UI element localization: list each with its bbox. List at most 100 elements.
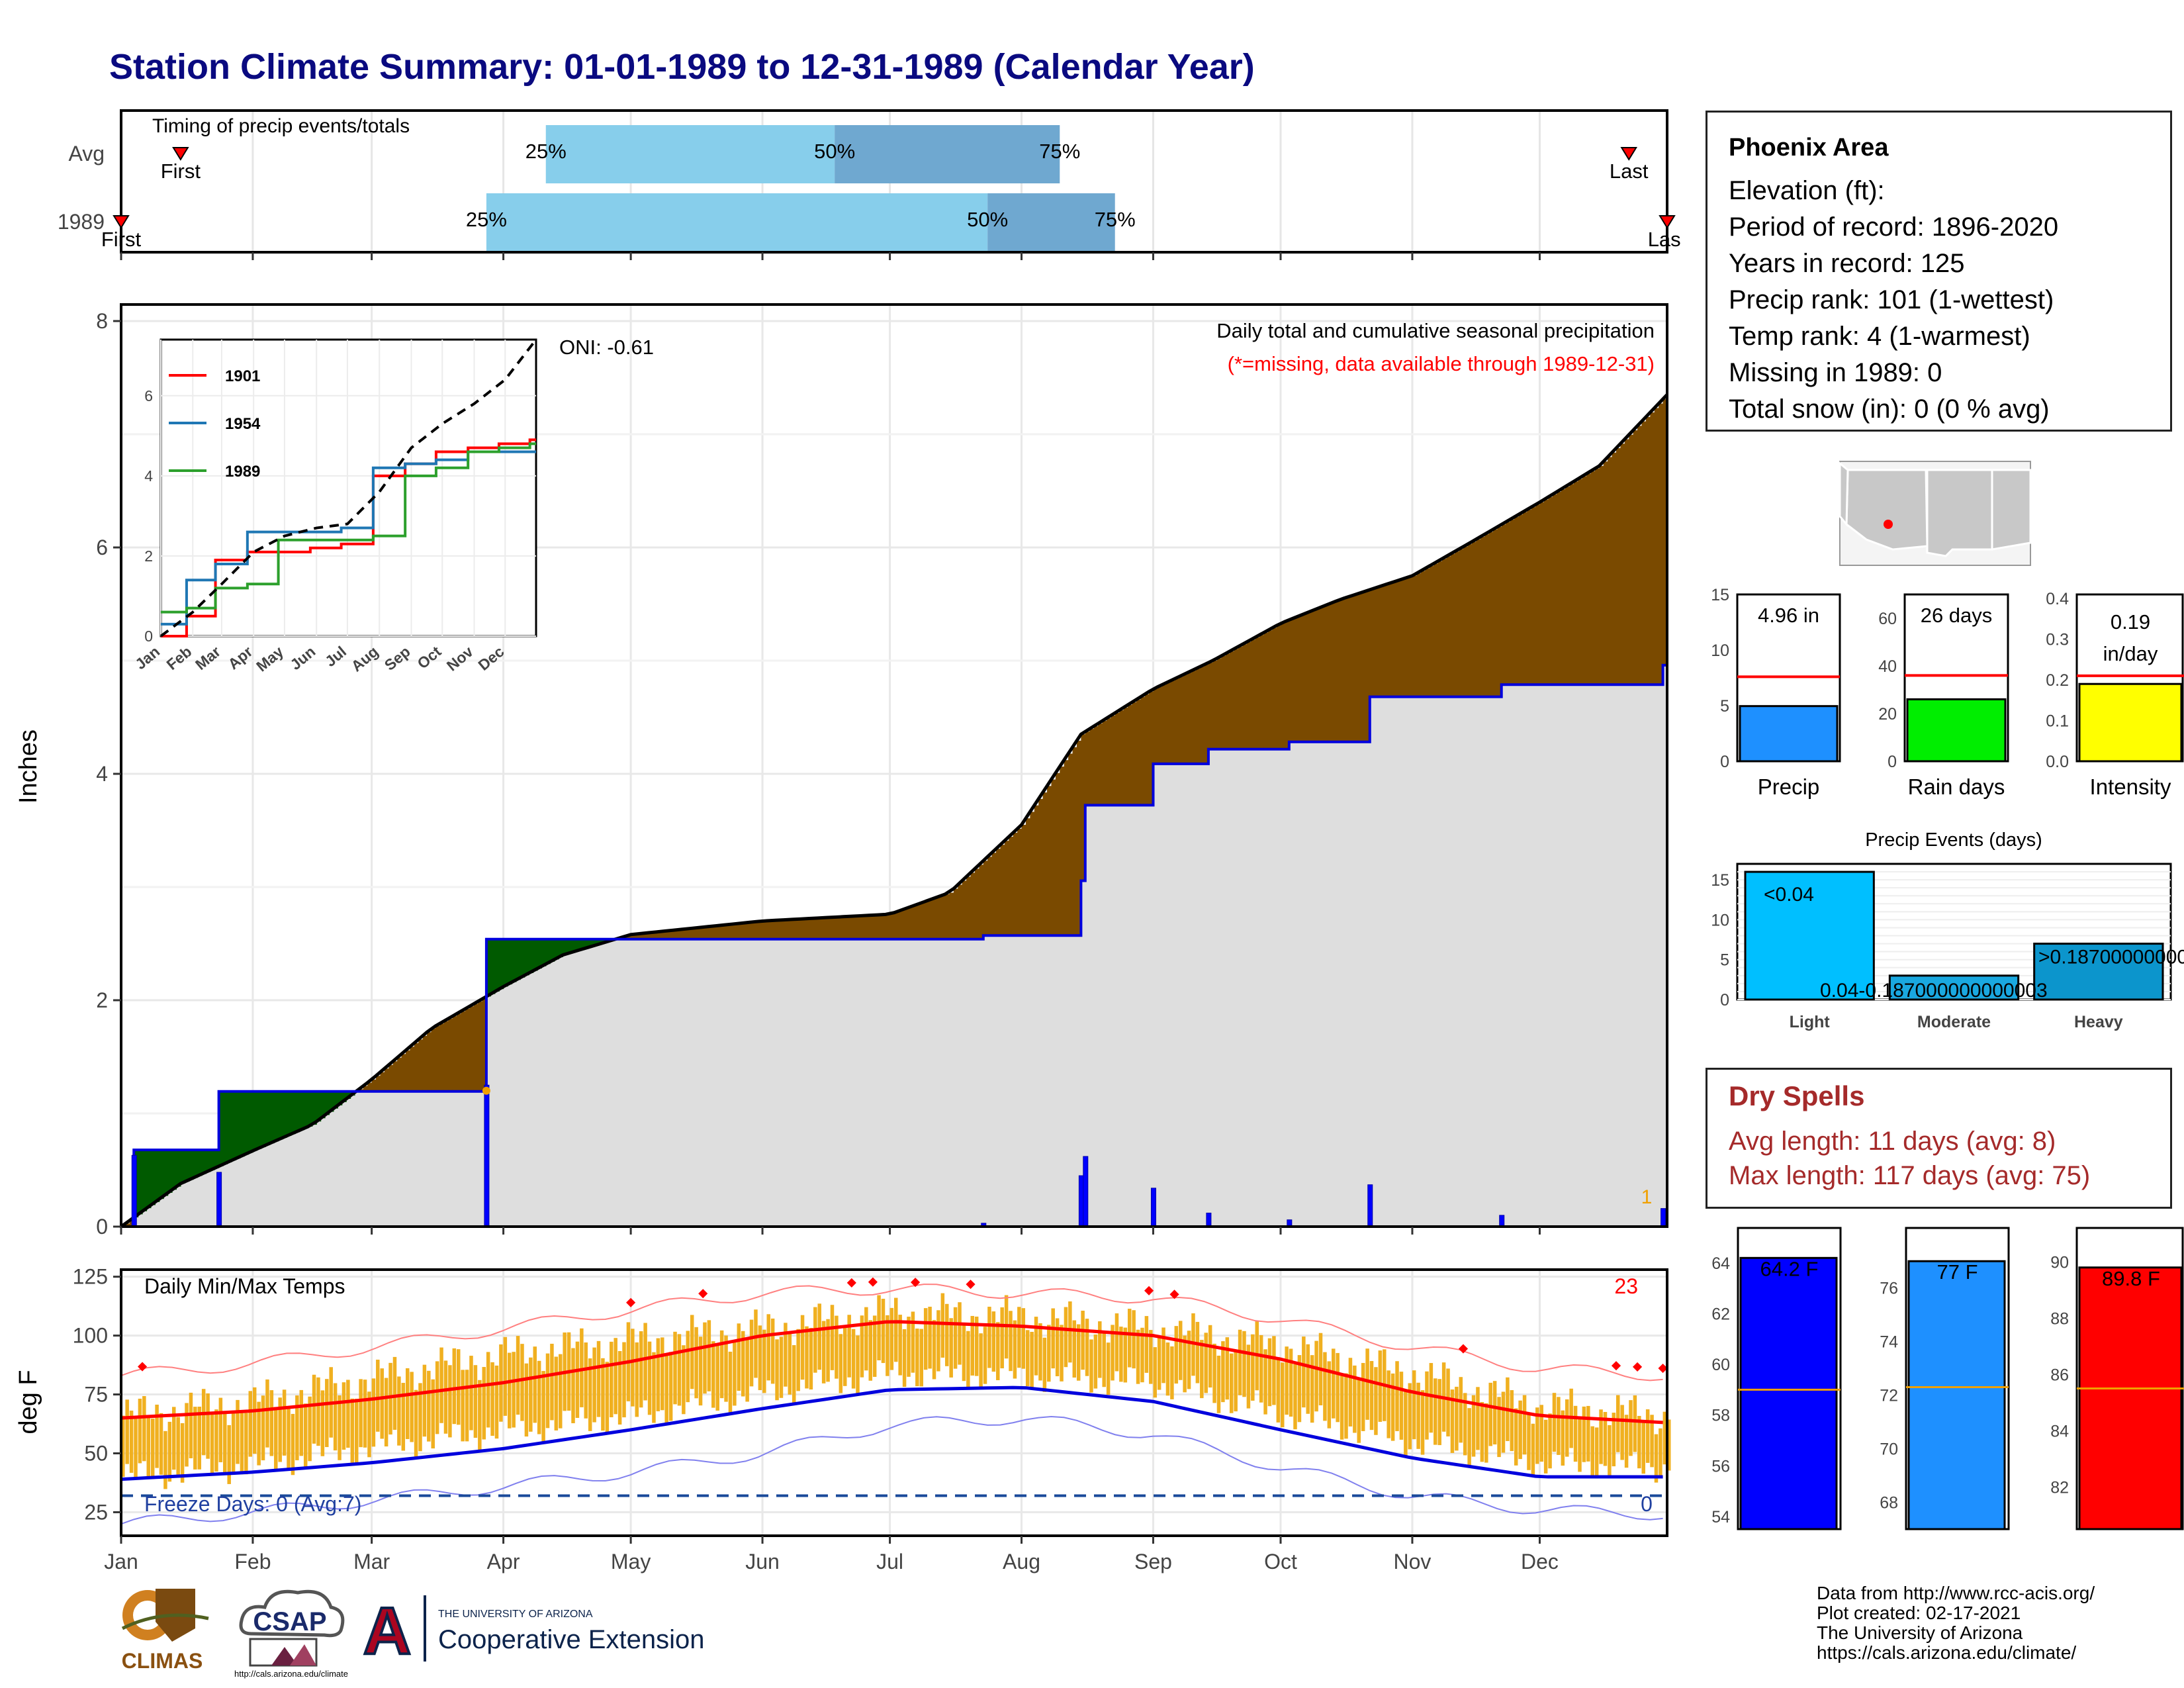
summary-bar-label: Precip bbox=[1758, 774, 1820, 799]
precip-deficit-segment bbox=[1161, 684, 1167, 764]
temp-day-bar bbox=[715, 1345, 719, 1411]
temp-day-bar bbox=[886, 1315, 889, 1376]
temp-day-bar bbox=[889, 1307, 894, 1370]
temp-day-bar bbox=[1590, 1426, 1594, 1478]
temp-day-bar bbox=[915, 1329, 919, 1387]
precip-deficit-segment bbox=[779, 919, 784, 939]
precip-surplus-segment bbox=[338, 1091, 343, 1105]
temp-summary-tick: 84 bbox=[2050, 1422, 2069, 1440]
precip-surplus-segment bbox=[325, 1091, 330, 1115]
temp-day-bar bbox=[647, 1341, 652, 1415]
month-label: Dec bbox=[1521, 1550, 1559, 1573]
temp-day-bar bbox=[1047, 1325, 1051, 1382]
precip-deficit-segment bbox=[1204, 665, 1209, 764]
temp-day-bar bbox=[1620, 1405, 1624, 1460]
temp-day-bar bbox=[265, 1379, 269, 1448]
california-shape bbox=[1839, 461, 1849, 528]
precip-deficit-segment bbox=[928, 900, 933, 939]
temp-day-bar bbox=[1404, 1391, 1408, 1456]
precip-deficit-segment bbox=[1259, 635, 1264, 749]
temp-day-bar bbox=[1051, 1308, 1055, 1369]
precip-deficit-segment bbox=[1480, 536, 1485, 697]
precip-deficit-segment bbox=[1081, 734, 1086, 881]
precip-deficit-segment bbox=[1645, 416, 1651, 685]
temp-day-bar bbox=[129, 1410, 134, 1473]
precip-deficit-segment bbox=[1441, 559, 1447, 697]
temp-day-bar bbox=[788, 1333, 792, 1395]
precip-deficit-segment bbox=[1522, 512, 1527, 685]
precip-deficit-segment bbox=[877, 915, 882, 939]
precip-deficit-segment bbox=[1535, 504, 1541, 685]
precip-deficit-segment bbox=[745, 922, 751, 939]
precip-deficit-segment bbox=[1565, 487, 1570, 685]
precip-deficit-segment bbox=[1034, 805, 1039, 936]
temp-summary-tick: 90 bbox=[2050, 1253, 2069, 1272]
precip-surplus-segment bbox=[172, 1150, 177, 1190]
temp-day-bar bbox=[308, 1396, 312, 1462]
temp-day-bar bbox=[1565, 1399, 1569, 1457]
precip-deficit-segment bbox=[380, 1072, 385, 1092]
temp-day-bar bbox=[1034, 1317, 1038, 1376]
precip-deficit-segment bbox=[1047, 786, 1052, 936]
precip-deficit-segment bbox=[847, 916, 852, 939]
timing-last-label: Last bbox=[1610, 160, 1649, 183]
precip-deficit-segment bbox=[435, 1026, 440, 1092]
precip-deficit-segment bbox=[418, 1039, 424, 1092]
precip-deficit-segment bbox=[970, 872, 976, 939]
precip-y-label: Inches bbox=[15, 729, 42, 804]
precip-deficit-segment bbox=[826, 917, 831, 939]
temp-day-bar bbox=[167, 1421, 172, 1482]
csap-url: http://cals.arizona.edu/climate bbox=[234, 1669, 348, 1679]
precip-deficit-segment bbox=[401, 1054, 406, 1092]
temp-summary-tick: 74 bbox=[1880, 1333, 1898, 1352]
temp-day-bar bbox=[227, 1425, 231, 1484]
month-label: Aug bbox=[1003, 1550, 1040, 1573]
temp-day-bar bbox=[291, 1413, 295, 1476]
temp-day-bar bbox=[401, 1383, 406, 1451]
temp-day-bar bbox=[443, 1360, 448, 1434]
summary-bar-value-text-unit: in/day bbox=[2103, 642, 2158, 665]
temp-ytick-label: 100 bbox=[73, 1324, 108, 1348]
temp-summary-tick: 56 bbox=[1711, 1457, 1730, 1476]
temp-day-bar bbox=[694, 1327, 698, 1399]
precip-deficit-segment bbox=[860, 915, 865, 939]
precip-deficit-segment bbox=[872, 915, 878, 939]
precip-deficit-segment bbox=[1390, 583, 1396, 697]
temp-day-bar bbox=[1246, 1344, 1251, 1409]
temp-summary-bar bbox=[1907, 1260, 2006, 1530]
temp-day-bar bbox=[1365, 1348, 1369, 1420]
precip-deficit-segment bbox=[639, 933, 644, 939]
precip-deficit-segment bbox=[703, 927, 708, 939]
temp-panel-title: Daily Min/Max Temps bbox=[144, 1274, 345, 1298]
precip-deficit-segment bbox=[626, 935, 631, 939]
precip-deficit-segment bbox=[1221, 655, 1226, 749]
precip-surplus-segment bbox=[282, 1091, 287, 1138]
precip-surplus-segment bbox=[316, 1091, 322, 1122]
credit-url: https://cals.arizona.edu/climate/ bbox=[1817, 1642, 2077, 1663]
precip-deficit-segment bbox=[1025, 818, 1030, 936]
timing-bar-year-q3 bbox=[987, 193, 1115, 252]
precip-deficit-segment bbox=[728, 924, 733, 939]
ua-letter: A bbox=[363, 1595, 411, 1662]
precip-deficit-segment bbox=[1463, 546, 1468, 697]
temp-day-bar bbox=[1594, 1427, 1599, 1479]
temp-day-bar bbox=[911, 1311, 915, 1373]
temp-day-bar bbox=[996, 1322, 1000, 1381]
precip-surplus-segment bbox=[537, 939, 542, 969]
temp-day-bar bbox=[1488, 1382, 1492, 1446]
precip-deficit-segment bbox=[1310, 611, 1315, 742]
precip-deficit-segment bbox=[792, 919, 797, 939]
timing-bars bbox=[486, 125, 1115, 252]
precip-deficit-segment bbox=[1612, 452, 1617, 685]
record-marker bbox=[911, 1278, 921, 1288]
timing-bar-avg-q2 bbox=[545, 125, 835, 183]
daily-precip-bar bbox=[1150, 1188, 1156, 1227]
temp-day-bar bbox=[1064, 1307, 1068, 1368]
precip-event-label-light: <0.04 bbox=[1764, 884, 1814, 906]
precip-deficit-segment bbox=[1476, 539, 1481, 697]
precip-deficit-segment bbox=[805, 918, 810, 939]
temp-day-bar bbox=[775, 1339, 779, 1401]
precip-surplus-segment bbox=[592, 939, 598, 947]
temp-day-bar bbox=[529, 1357, 533, 1432]
